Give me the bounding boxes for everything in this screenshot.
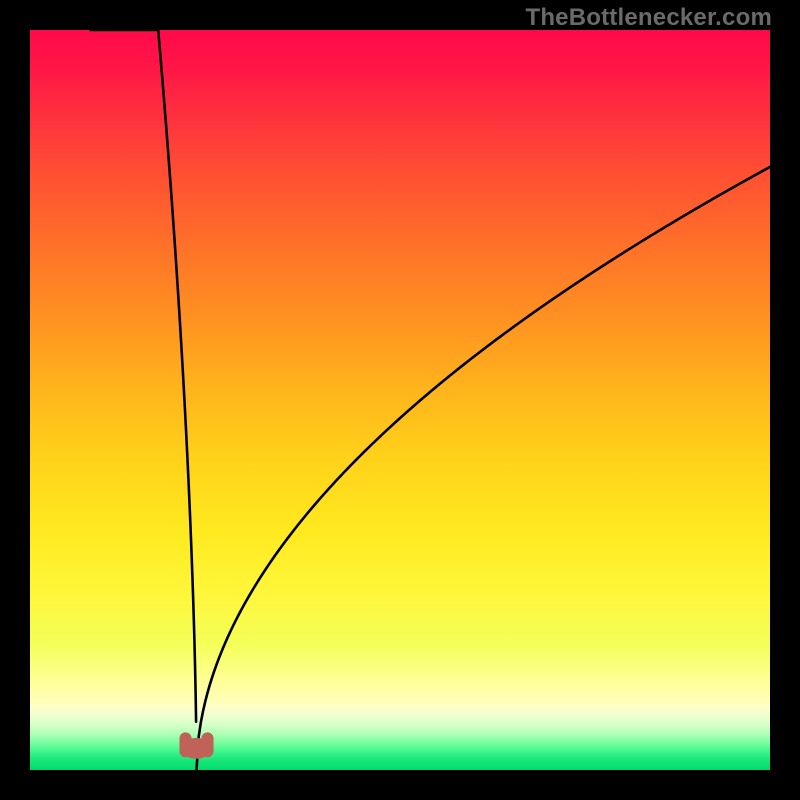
watermark-text: TheBottlenecker.com [525,4,772,32]
bottleneck-chart [0,0,800,800]
chart-container: { "canvas": { "width": 800, "height": 80… [0,0,800,800]
plot-background [30,30,770,770]
